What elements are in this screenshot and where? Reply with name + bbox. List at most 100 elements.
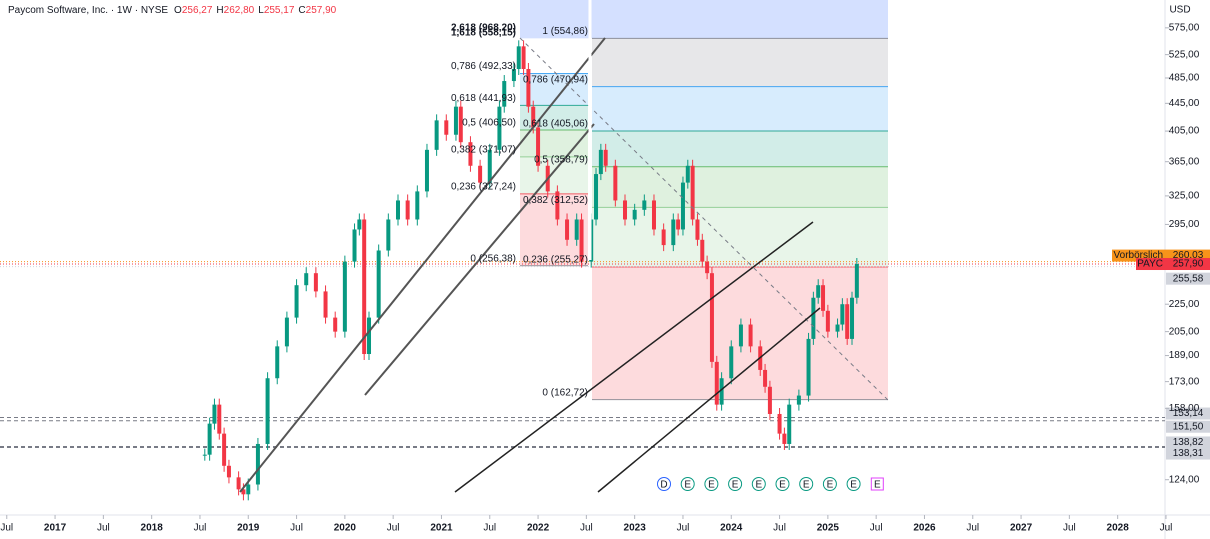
trend-line (454, 221, 814, 493)
candle (565, 219, 570, 240)
candle (671, 219, 676, 246)
ohlc-value: 256,27 (182, 5, 213, 16)
candle (415, 191, 420, 220)
candle (212, 404, 217, 424)
x-tick-label: 2024 (720, 523, 743, 534)
candle (719, 378, 724, 405)
fib-band-top (520, 0, 888, 39)
event-label: E (755, 480, 762, 491)
fib-band (592, 207, 888, 268)
fib-band (592, 166, 888, 208)
price-tag-name-bg (1112, 249, 1166, 262)
candle (579, 219, 584, 262)
event-marker (657, 477, 671, 491)
candle (357, 219, 362, 230)
candle (835, 324, 840, 332)
fib-band (592, 86, 888, 132)
candle (574, 219, 579, 240)
candle (386, 219, 391, 251)
candle (623, 200, 628, 220)
fib-band (520, 156, 588, 194)
fib-label: 0 (256,38) (470, 253, 516, 264)
x-tick-label: Jul (966, 523, 979, 534)
candle (594, 174, 599, 220)
fib-label: 1 (554,86) (542, 26, 588, 37)
candle (217, 404, 222, 434)
candle (502, 81, 507, 107)
candle (246, 484, 251, 495)
x-tick-label: Jul (1063, 523, 1076, 534)
y-tick-label: 205,00 (1169, 326, 1200, 337)
candle (806, 338, 811, 396)
candle (352, 229, 357, 262)
y-tick-label: 173,00 (1169, 376, 1200, 387)
candle (255, 443, 260, 485)
event-marker (775, 477, 790, 491)
candle (705, 261, 710, 274)
candle (531, 106, 536, 128)
candle (333, 317, 338, 332)
fib-label: 0,5 (406,50) (462, 118, 516, 129)
candle (709, 273, 714, 362)
event-label: E (803, 480, 810, 491)
x-tick-label: 2019 (237, 523, 260, 534)
event-marker (822, 477, 837, 491)
candle (521, 46, 526, 70)
candle (468, 142, 473, 166)
event-label: E (874, 480, 881, 491)
event-marker (846, 477, 861, 491)
fib-label: 0,382 (371,07) (451, 144, 516, 155)
fib-top-label: 1,618 (558,15) (451, 28, 516, 39)
x-tick-label: 2018 (141, 523, 164, 534)
trend-line (239, 37, 606, 493)
fib-band (592, 131, 888, 167)
candle (603, 149, 608, 166)
fib-label: 0,786 (470,94) (523, 74, 588, 85)
candle (511, 69, 516, 82)
candle (226, 465, 231, 478)
event-label: E (708, 480, 715, 491)
price-tag-value: 138,82 (1173, 437, 1204, 448)
candle (690, 165, 695, 220)
candle (424, 149, 429, 192)
event-marker (680, 477, 695, 491)
ohlc-value: 262,80 (224, 5, 255, 16)
candle (748, 324, 753, 347)
event-marker (870, 477, 884, 491)
price-tag (1166, 258, 1210, 271)
y-tick-label: 525,00 (1169, 49, 1200, 60)
ohlc-key: L (258, 5, 264, 16)
x-tick-label: Jul (0, 523, 13, 534)
currency: USD (1169, 5, 1190, 16)
candle (367, 317, 372, 355)
candle (405, 200, 410, 220)
x-tick-label: Jul (677, 523, 690, 534)
x-tick-label: 2027 (1010, 523, 1033, 534)
candle (680, 182, 685, 230)
candle (825, 310, 830, 332)
x-tick-label: Jul (1160, 523, 1173, 534)
x-tick-label: Jul (773, 523, 786, 534)
price-tag (1166, 436, 1210, 449)
price-tag (1166, 407, 1210, 420)
fib-label: 0,236 (327,24) (451, 182, 516, 193)
price-tag-name: Vorbörslich (1114, 250, 1163, 261)
fib-label: 0,5 (358,79) (534, 154, 588, 165)
x-tick-label: 2025 (817, 523, 840, 534)
candle (434, 120, 439, 150)
fib-label: 0,236 (255,27) (523, 255, 588, 266)
header: Paycom Software, Inc. · 1W · NYSE O256,27… (8, 5, 337, 16)
y-tick-label: 575,00 (1169, 22, 1200, 33)
x-tick-label: 2020 (334, 523, 357, 534)
price-tag-value: 260,03 (1173, 250, 1204, 261)
y-tick-label: 225,00 (1169, 299, 1200, 310)
candle (555, 191, 560, 220)
x-tick-label: 2021 (430, 523, 453, 534)
candle (767, 386, 772, 414)
candle (362, 219, 367, 355)
x-tick-label: 2022 (527, 523, 550, 534)
event-marker (751, 477, 766, 491)
candle (729, 346, 734, 379)
x-tick-label: Jul (870, 523, 883, 534)
